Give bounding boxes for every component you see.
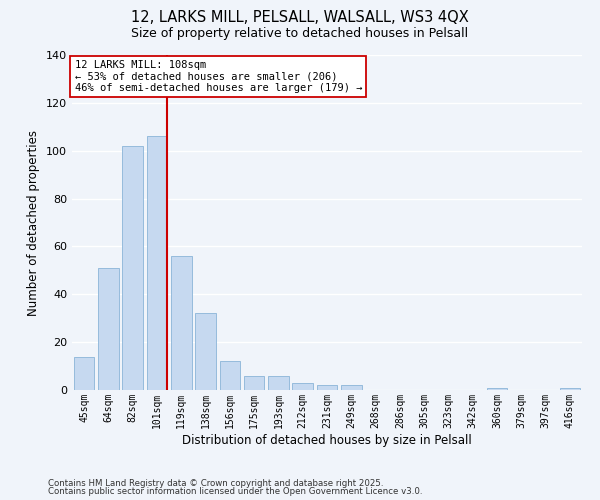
Bar	[195, 314, 216, 390]
Bar	[560, 388, 580, 390]
Text: Size of property relative to detached houses in Pelsall: Size of property relative to detached ho…	[131, 28, 469, 40]
Bar	[220, 362, 240, 390]
Text: 12, LARKS MILL, PELSALL, WALSALL, WS3 4QX: 12, LARKS MILL, PELSALL, WALSALL, WS3 4Q…	[131, 10, 469, 25]
Bar	[98, 268, 119, 390]
Bar	[292, 383, 313, 390]
Bar	[146, 136, 167, 390]
Text: Contains public sector information licensed under the Open Government Licence v3: Contains public sector information licen…	[48, 487, 422, 496]
Y-axis label: Number of detached properties: Number of detached properties	[28, 130, 40, 316]
Text: 12 LARKS MILL: 108sqm
← 53% of detached houses are smaller (206)
46% of semi-det: 12 LARKS MILL: 108sqm ← 53% of detached …	[74, 60, 362, 93]
Text: Contains HM Land Registry data © Crown copyright and database right 2025.: Contains HM Land Registry data © Crown c…	[48, 478, 383, 488]
Bar	[317, 385, 337, 390]
X-axis label: Distribution of detached houses by size in Pelsall: Distribution of detached houses by size …	[182, 434, 472, 446]
Bar	[244, 376, 265, 390]
Bar	[171, 256, 191, 390]
Bar	[74, 356, 94, 390]
Bar	[487, 388, 508, 390]
Bar	[122, 146, 143, 390]
Bar	[341, 385, 362, 390]
Bar	[268, 376, 289, 390]
